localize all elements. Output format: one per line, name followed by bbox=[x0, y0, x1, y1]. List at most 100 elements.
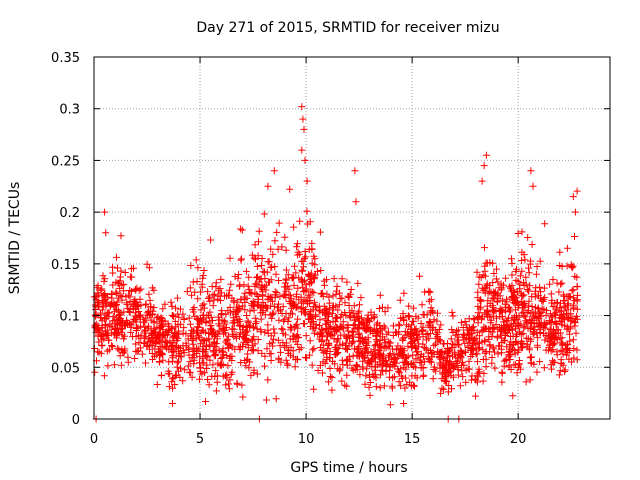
data-point bbox=[252, 318, 260, 326]
data-point bbox=[480, 162, 488, 170]
data-point bbox=[164, 370, 172, 378]
data-point bbox=[346, 312, 354, 320]
data-point bbox=[261, 328, 269, 336]
data-point bbox=[530, 327, 537, 335]
data-point bbox=[534, 343, 541, 351]
data-point bbox=[426, 330, 434, 337]
data-point bbox=[222, 381, 230, 389]
data-point bbox=[546, 280, 554, 288]
data-point bbox=[167, 345, 175, 353]
data-point bbox=[456, 382, 464, 390]
data-point bbox=[372, 383, 380, 391]
data-point bbox=[100, 372, 108, 380]
data-point bbox=[303, 297, 311, 305]
data-point bbox=[281, 343, 288, 351]
data-point bbox=[102, 229, 110, 237]
data-point bbox=[216, 322, 224, 330]
data-point bbox=[555, 288, 563, 296]
data-point bbox=[459, 324, 467, 331]
data-point bbox=[356, 371, 364, 379]
data-point bbox=[227, 280, 235, 288]
data-point bbox=[366, 371, 373, 379]
data-point bbox=[204, 376, 212, 383]
data-point bbox=[375, 305, 383, 312]
data-point bbox=[551, 358, 559, 366]
data-point bbox=[486, 341, 494, 349]
data-point bbox=[213, 332, 221, 340]
data-point bbox=[263, 345, 271, 353]
data-point bbox=[508, 271, 516, 279]
data-point bbox=[209, 361, 217, 369]
data-point bbox=[175, 357, 182, 365]
data-point bbox=[398, 351, 406, 358]
data-point bbox=[471, 375, 479, 383]
data-point bbox=[481, 337, 489, 345]
data-point bbox=[564, 325, 572, 333]
data-point bbox=[116, 317, 124, 325]
data-point bbox=[255, 278, 263, 286]
data-point bbox=[518, 257, 526, 264]
data-point bbox=[264, 182, 272, 190]
data-point bbox=[363, 359, 371, 367]
data-point bbox=[536, 358, 544, 366]
data-point bbox=[394, 342, 402, 350]
data-point bbox=[467, 347, 475, 354]
data-point bbox=[240, 281, 248, 289]
data-point bbox=[308, 239, 316, 247]
data-point bbox=[416, 272, 423, 280]
data-point bbox=[450, 341, 458, 349]
data-point bbox=[254, 293, 262, 300]
data-point bbox=[142, 301, 150, 309]
data-point bbox=[137, 322, 145, 330]
data-point bbox=[502, 356, 510, 364]
data-point bbox=[413, 348, 421, 356]
data-point bbox=[503, 316, 511, 324]
data-point bbox=[324, 312, 332, 320]
data-point bbox=[165, 326, 173, 334]
data-point bbox=[201, 304, 208, 312]
data-point bbox=[251, 282, 259, 290]
data-point bbox=[518, 300, 526, 308]
data-point bbox=[173, 359, 181, 367]
data-point bbox=[202, 352, 210, 359]
data-point bbox=[437, 355, 445, 363]
data-point bbox=[502, 317, 510, 325]
data-point bbox=[233, 379, 241, 387]
data-point bbox=[324, 328, 332, 336]
data-point bbox=[507, 284, 514, 292]
data-point bbox=[186, 284, 194, 292]
data-point bbox=[480, 369, 488, 377]
data-point bbox=[353, 313, 361, 321]
data-point bbox=[245, 273, 253, 281]
x-tick-label: 0 bbox=[90, 432, 98, 447]
data-point bbox=[307, 307, 315, 315]
data-point bbox=[290, 273, 298, 281]
data-point bbox=[474, 288, 482, 296]
data-point bbox=[146, 311, 154, 319]
data-point bbox=[449, 312, 457, 320]
data-point bbox=[254, 273, 262, 281]
data-point bbox=[381, 339, 389, 347]
data-point bbox=[476, 305, 484, 313]
data-point bbox=[292, 269, 300, 277]
data-point bbox=[348, 338, 356, 346]
data-point bbox=[315, 302, 323, 310]
data-point bbox=[470, 346, 478, 354]
data-point bbox=[438, 350, 446, 358]
data-point bbox=[435, 326, 443, 333]
data-point bbox=[407, 321, 415, 329]
data-point bbox=[213, 378, 221, 386]
data-point bbox=[524, 234, 532, 241]
data-point bbox=[192, 256, 200, 264]
data-point bbox=[370, 373, 378, 381]
data-point bbox=[505, 363, 513, 371]
data-point bbox=[195, 334, 203, 342]
data-point bbox=[236, 329, 244, 337]
data-point bbox=[514, 230, 522, 237]
data-point bbox=[554, 326, 562, 334]
data-point bbox=[151, 328, 159, 336]
data-point bbox=[282, 356, 290, 364]
data-point bbox=[502, 274, 510, 282]
data-point bbox=[519, 301, 527, 309]
data-point bbox=[349, 321, 357, 329]
